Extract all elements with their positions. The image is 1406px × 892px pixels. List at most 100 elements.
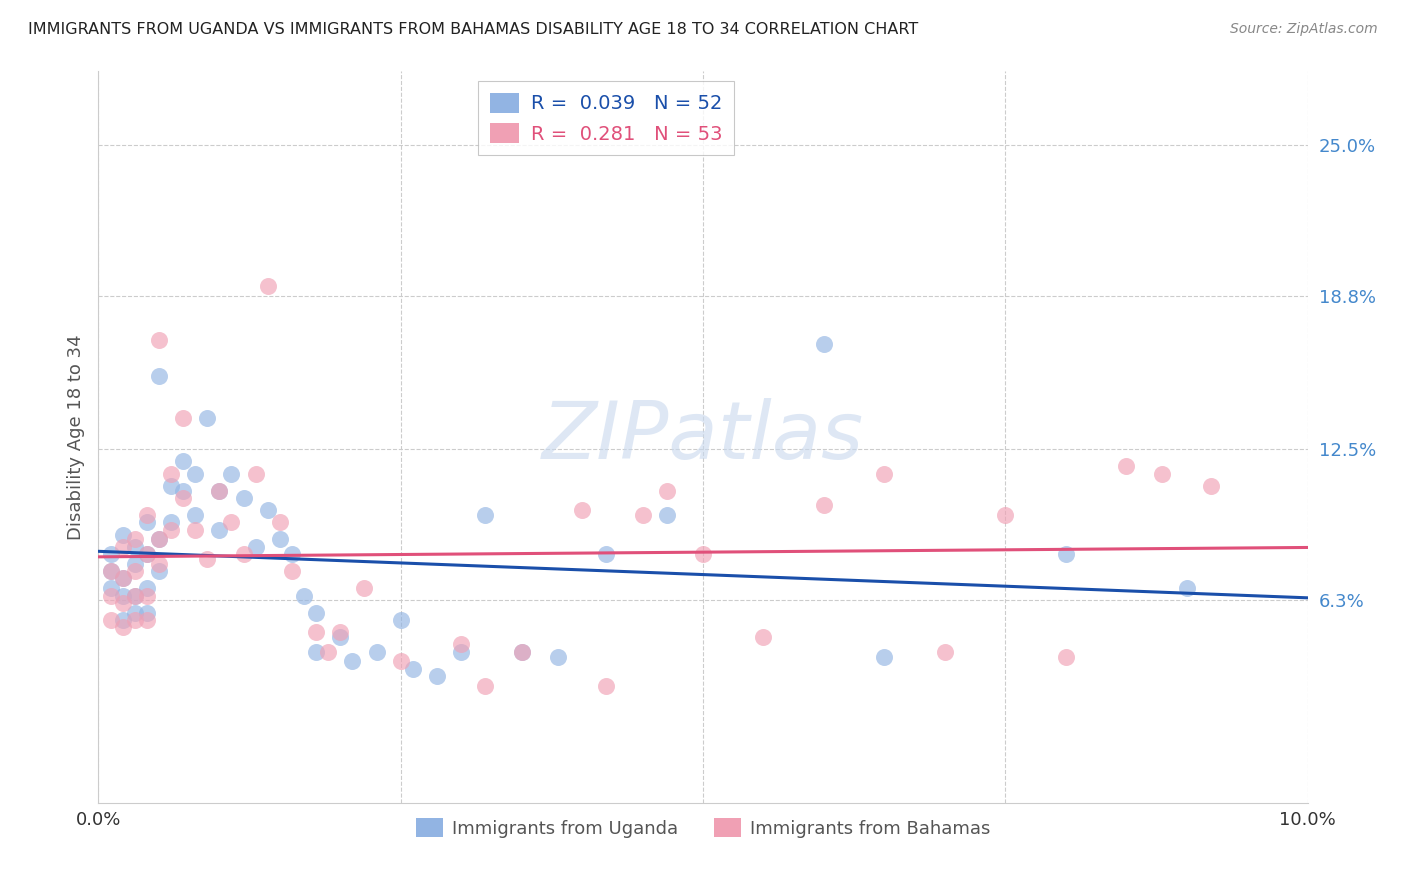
Point — [124, 564, 146, 578]
Point — [111, 596, 134, 610]
Point — [221, 467, 243, 481]
Point — [994, 508, 1017, 522]
Point — [655, 483, 678, 498]
Point — [111, 572, 134, 586]
Point — [172, 491, 194, 505]
Point — [148, 533, 170, 547]
Point — [124, 606, 146, 620]
Point — [195, 410, 218, 425]
Point — [148, 333, 170, 347]
Point — [100, 589, 122, 603]
Point — [389, 613, 412, 627]
Point — [100, 613, 122, 627]
Point — [160, 467, 183, 481]
Point — [1152, 467, 1174, 481]
Point — [329, 630, 352, 644]
Text: ZIPatlas: ZIPatlas — [541, 398, 865, 476]
Point — [124, 533, 146, 547]
Point — [184, 523, 207, 537]
Point — [389, 654, 412, 668]
Point — [1199, 479, 1222, 493]
Point — [148, 533, 170, 547]
Point — [135, 606, 157, 620]
Point — [208, 483, 231, 498]
Point — [450, 645, 472, 659]
Point — [813, 499, 835, 513]
Point — [245, 540, 267, 554]
Point — [571, 503, 593, 517]
Point — [329, 625, 352, 640]
Point — [111, 572, 134, 586]
Point — [124, 557, 146, 571]
Point — [934, 645, 956, 659]
Point — [195, 552, 218, 566]
Point — [100, 581, 122, 595]
Point — [450, 637, 472, 651]
Point — [135, 613, 157, 627]
Point — [111, 589, 134, 603]
Point — [148, 557, 170, 571]
Point — [692, 547, 714, 561]
Point — [124, 540, 146, 554]
Point — [100, 564, 122, 578]
Point — [135, 508, 157, 522]
Point — [111, 527, 134, 541]
Point — [752, 630, 775, 644]
Point — [172, 454, 194, 468]
Point — [281, 547, 304, 561]
Point — [232, 547, 254, 561]
Point — [135, 516, 157, 530]
Point — [135, 589, 157, 603]
Point — [595, 547, 617, 561]
Point — [292, 589, 315, 603]
Point — [208, 523, 231, 537]
Point — [111, 613, 134, 627]
Point — [655, 508, 678, 522]
Point — [426, 669, 449, 683]
Point — [256, 503, 278, 517]
Text: Source: ZipAtlas.com: Source: ZipAtlas.com — [1230, 22, 1378, 37]
Point — [269, 516, 291, 530]
Point — [316, 645, 339, 659]
Point — [873, 467, 896, 481]
Point — [281, 564, 304, 578]
Point — [160, 479, 183, 493]
Point — [1054, 649, 1077, 664]
Point — [124, 589, 146, 603]
Point — [148, 564, 170, 578]
Text: IMMIGRANTS FROM UGANDA VS IMMIGRANTS FROM BAHAMAS DISABILITY AGE 18 TO 34 CORREL: IMMIGRANTS FROM UGANDA VS IMMIGRANTS FRO… — [28, 22, 918, 37]
Point — [135, 547, 157, 561]
Point — [148, 369, 170, 384]
Point — [547, 649, 569, 664]
Legend: Immigrants from Uganda, Immigrants from Bahamas: Immigrants from Uganda, Immigrants from … — [408, 811, 998, 845]
Point — [1175, 581, 1198, 595]
Point — [172, 483, 194, 498]
Point — [208, 483, 231, 498]
Point — [305, 645, 328, 659]
Point — [221, 516, 243, 530]
Point — [269, 533, 291, 547]
Point — [184, 467, 207, 481]
Point — [100, 564, 122, 578]
Point — [100, 547, 122, 561]
Point — [160, 523, 183, 537]
Point — [474, 679, 496, 693]
Point — [305, 625, 328, 640]
Point — [631, 508, 654, 522]
Point — [124, 589, 146, 603]
Point — [342, 654, 364, 668]
Point — [510, 645, 533, 659]
Point — [305, 606, 328, 620]
Point — [1054, 547, 1077, 561]
Point — [873, 649, 896, 664]
Point — [124, 613, 146, 627]
Y-axis label: Disability Age 18 to 34: Disability Age 18 to 34 — [66, 334, 84, 540]
Point — [595, 679, 617, 693]
Point — [353, 581, 375, 595]
Point — [474, 508, 496, 522]
Point — [366, 645, 388, 659]
Point — [510, 645, 533, 659]
Point — [172, 410, 194, 425]
Point — [111, 620, 134, 634]
Point — [245, 467, 267, 481]
